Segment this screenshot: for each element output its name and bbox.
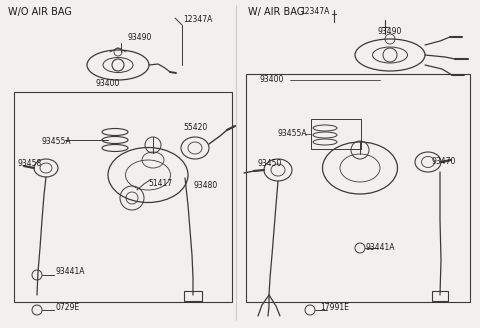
Text: W/ AIR BAG: W/ AIR BAG [248, 7, 304, 17]
Text: 93480: 93480 [193, 181, 217, 191]
Text: 93441A: 93441A [366, 243, 396, 253]
Text: 93450: 93450 [258, 158, 282, 168]
Text: 51417: 51417 [148, 178, 172, 188]
Bar [246, 74, 470, 302]
Text: W/O AIR BAG: W/O AIR BAG [8, 7, 72, 17]
Bar [184, 291, 202, 301]
Bar [14, 92, 232, 302]
Text: 93441A: 93441A [55, 268, 84, 277]
Text: 12347A: 12347A [183, 14, 212, 24]
Text: 55420: 55420 [183, 124, 207, 133]
Text: 93490: 93490 [127, 33, 151, 43]
Text: 93400: 93400 [96, 78, 120, 88]
Text: 12347A: 12347A [300, 8, 329, 16]
Text: 93490: 93490 [378, 27, 402, 35]
Text: 93470: 93470 [432, 156, 456, 166]
Text: 0729E: 0729E [55, 302, 79, 312]
Bar [311, 119, 361, 149]
Text: 93400: 93400 [260, 75, 284, 85]
Bar [432, 291, 448, 301]
Text: 93458: 93458 [18, 158, 42, 168]
Text: 93455A: 93455A [42, 136, 72, 146]
Text: 17991E: 17991E [320, 303, 349, 313]
Text: 93455A: 93455A [278, 130, 308, 138]
